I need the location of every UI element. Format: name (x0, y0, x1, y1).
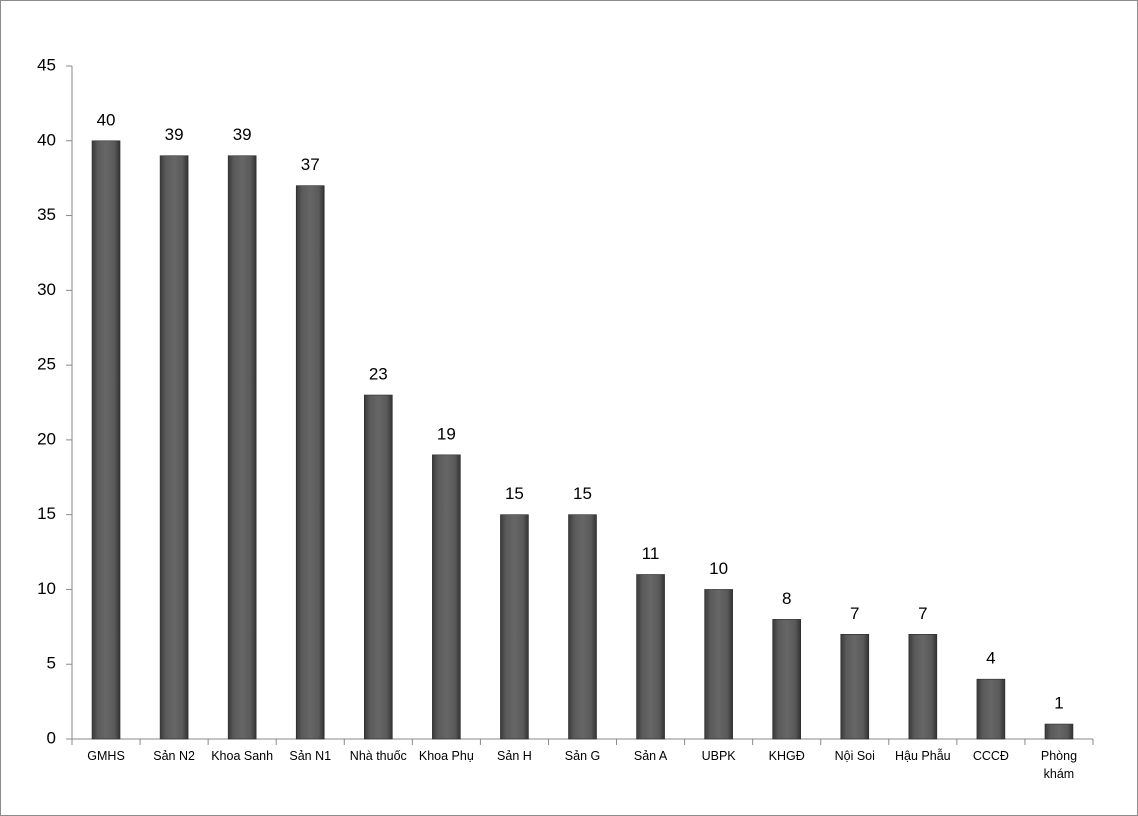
x-tick-label: Sản H (497, 749, 532, 763)
data-label: 11 (642, 544, 660, 563)
y-tick-label: 10 (37, 579, 56, 598)
bar (91, 140, 121, 740)
data-label: 23 (369, 365, 388, 384)
x-tick-label: Sản N2 (153, 749, 195, 763)
y-tick-label: 20 (37, 429, 56, 448)
x-tick-label: Sản N1 (289, 749, 332, 763)
y-tick-label: 30 (37, 280, 56, 299)
y-tick-label: 45 (37, 55, 56, 74)
data-label: 8 (782, 589, 791, 608)
data-label: 19 (437, 424, 456, 443)
data-label: 15 (573, 484, 592, 503)
data-label: 15 (505, 484, 524, 503)
x-tick-label: Khoa Sanh (211, 749, 274, 763)
bar (159, 155, 189, 740)
x-tick-label: Sản A (633, 749, 668, 763)
data-label: 39 (233, 125, 252, 144)
x-tick-label: KHGĐ (768, 749, 805, 763)
data-label: 40 (97, 110, 116, 129)
y-tick-label: 25 (37, 355, 56, 374)
bar (908, 634, 938, 740)
bar (568, 514, 597, 740)
bar (363, 394, 393, 740)
bar (1044, 723, 1074, 740)
x-tick-label: CCCĐ (972, 749, 1009, 763)
data-label: 7 (918, 604, 927, 623)
x-tick-label: Sản G (564, 749, 601, 763)
x-tick-label: Hậu Phẫu (895, 749, 951, 763)
bar (840, 634, 870, 740)
bar (295, 185, 325, 740)
x-tick-label: Phòng khám (1040, 749, 1078, 781)
x-tick-label: Khoa Phụ (418, 749, 474, 763)
bar (976, 678, 1006, 740)
data-label: 7 (850, 604, 859, 623)
y-tick-label: 5 (47, 654, 56, 673)
bar (772, 619, 802, 740)
bar (432, 454, 461, 740)
y-tick-label: 35 (37, 205, 56, 224)
y-tick-label: 15 (37, 504, 56, 523)
x-tick-label: UBPK (701, 749, 736, 763)
bar (636, 574, 665, 740)
data-label: 4 (986, 649, 995, 668)
data-label: 39 (165, 125, 184, 144)
x-tick-label: Nội Soi (834, 749, 875, 763)
data-label: 1 (1054, 694, 1063, 713)
bar (704, 589, 733, 740)
data-label: 10 (709, 559, 728, 578)
x-tick-label: Nhà thuốc (349, 749, 407, 763)
x-tick-label: GMHS (87, 749, 125, 763)
y-tick-label: 0 (47, 728, 56, 747)
data-label: 37 (301, 155, 320, 174)
bar (500, 514, 529, 740)
bar (227, 155, 257, 740)
y-tick-label: 40 (37, 130, 56, 149)
